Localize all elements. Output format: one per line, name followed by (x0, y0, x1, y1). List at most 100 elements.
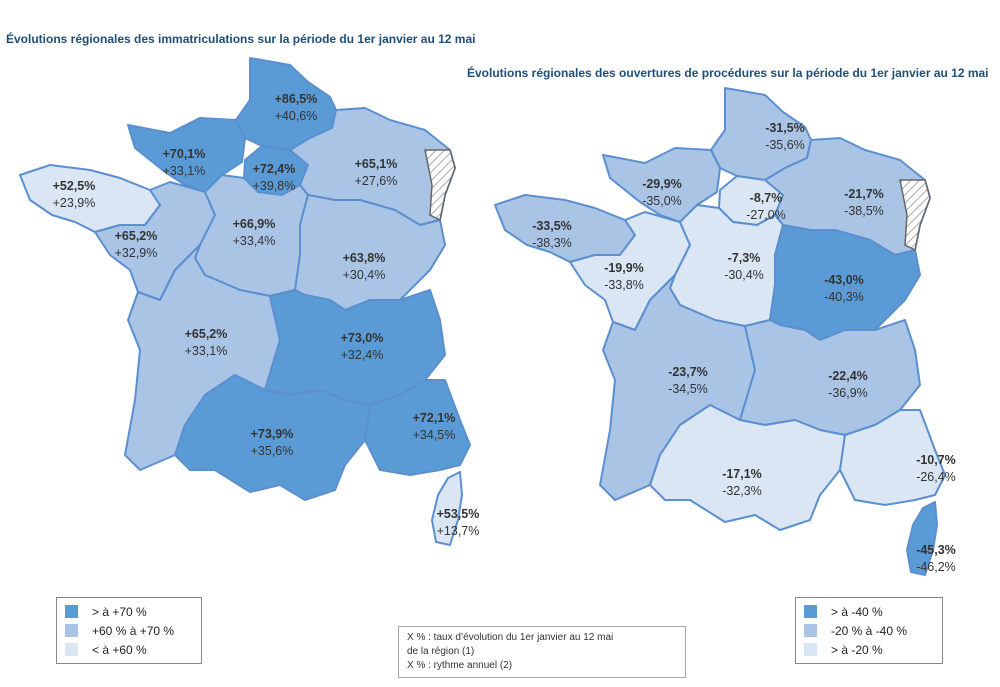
region-provence-alpes-c-te-d-azur (839, 409, 946, 506)
region-corse (431, 471, 463, 546)
region-annual-rate: -34,5% (668, 382, 708, 396)
region-value-label: +73,0% +32,4% (341, 331, 384, 362)
region-annual-rate: +33,1% (163, 164, 206, 178)
region-rate: -33,5% (532, 219, 572, 233)
note-line: X % : taux d’évolution du 1er janvier au… (407, 632, 614, 643)
region-value-label: -8,7% -27,0% (746, 191, 786, 222)
region-rate: +72,1% (413, 411, 456, 425)
region-value-label: -21,7% -38,5% (844, 187, 884, 218)
region-value-label: +52,5% +23,9% (53, 179, 96, 210)
region-annual-rate: +39,8% (253, 179, 296, 193)
legend-item: > à +70 % (65, 602, 193, 621)
region-rate: +73,9% (251, 427, 294, 441)
region-value-label: -45,3% -46,2% (916, 543, 956, 574)
region-rate: +53,5% (437, 507, 480, 521)
right-map-title: Évolutions régionales des ouvertures de … (467, 66, 989, 80)
region-value-label: +72,4% +39,8% (253, 162, 296, 193)
region-rate: -31,5% (765, 121, 805, 135)
legend-item: > à -40 % (804, 602, 934, 621)
note-line: X % : rythme annuel (2) (407, 660, 513, 671)
region-annual-rate: +33,4% (233, 234, 276, 248)
region-value-label: +65,2% +32,9% (115, 229, 158, 260)
left-map: +86,5% +40,6% +70,1% +33,1% +72,4% +39,8% +65,… (19, 57, 480, 546)
region-annual-rate: +35,6% (251, 444, 294, 458)
region-rate: +65,2% (115, 229, 158, 243)
region-annual-rate: -38,3% (532, 236, 572, 250)
region-annual-rate: -38,5% (844, 204, 884, 218)
right-map: -31,5% -35,6% -29,9% -35,0% -8,7% -27,0% -21,7… (494, 87, 956, 576)
region-rate: -43,0% (824, 273, 864, 287)
hatched-area (899, 179, 931, 252)
region-rate: +86,5% (275, 92, 318, 106)
region-annual-rate: -36,9% (828, 386, 868, 400)
region-value-label: -31,5% -35,6% (765, 121, 805, 152)
region-corse (906, 501, 938, 576)
region-value-label: -29,9% -35,0% (642, 177, 682, 208)
note-line: de la région (1) (407, 646, 475, 657)
legend-swatch (65, 624, 78, 637)
left-map-title: Évolutions régionales des immatriculatio… (6, 32, 476, 46)
legend-item: > à -20 % (804, 640, 934, 659)
region-annual-rate: -26,4% (916, 470, 956, 484)
region-rate: -17,1% (722, 467, 762, 481)
region-value-label: -19,9% -33,8% (604, 261, 644, 292)
legend-label: > à +70 % (92, 604, 147, 619)
region-value-label: +65,2% +33,1% (185, 327, 228, 358)
right-map-legend: > à -40 % -20 % à -40 % > à -20 % (795, 597, 943, 664)
region-value-label: -7,3% -30,4% (724, 251, 764, 282)
region-rate: +66,9% (233, 217, 276, 231)
region-value-label: -17,1% -32,3% (722, 467, 762, 498)
region-rate: -8,7% (750, 191, 783, 205)
region-value-label: +53,5% +13,7% (437, 507, 480, 538)
region-annual-rate: +13,7% (437, 524, 480, 538)
region-annual-rate: -46,2% (916, 560, 956, 574)
region-annual-rate: +40,6% (275, 109, 318, 123)
region-annual-rate: +33,1% (185, 344, 228, 358)
legend-label: +60 % à +70 % (92, 623, 175, 638)
region-rate: +63,8% (343, 251, 386, 265)
region-rate: -29,9% (642, 177, 682, 191)
region-annual-rate: -35,0% (642, 194, 682, 208)
region-value-label: +66,9% +33,4% (233, 217, 276, 248)
region-rate: +65,2% (185, 327, 228, 341)
left-map-legend: > à +70 % +60 % à +70 % < à +60 % (56, 597, 202, 664)
region-annual-rate: -33,8% (604, 278, 644, 292)
region-annual-rate: +32,4% (341, 348, 384, 362)
region-rate: -10,7% (916, 453, 956, 467)
region-annual-rate: -27,0% (746, 208, 786, 222)
region-value-label: +73,9% +35,6% (251, 427, 294, 458)
legend-label: -20 % à -40 % (831, 623, 908, 638)
legend-item: -20 % à -40 % (804, 621, 934, 640)
region-value-label: -10,7% -26,4% (916, 453, 956, 484)
region-annual-rate: +32,9% (115, 246, 158, 260)
region-rate: -21,7% (844, 187, 884, 201)
legend-swatch (804, 605, 817, 618)
legend-swatch (65, 605, 78, 618)
region-value-label: -22,4% -36,9% (828, 369, 868, 400)
region-value-label: -43,0% -40,3% (824, 273, 864, 304)
legend-swatch (65, 643, 78, 656)
region-value-label: +72,1% +34,5% (413, 411, 456, 442)
region-rate: +73,0% (341, 331, 384, 345)
region-provence-alpes-c-te-d-azur (364, 379, 471, 476)
region-value-label: -33,5% -38,3% (532, 219, 572, 250)
region-annual-rate: -35,6% (765, 138, 805, 152)
region-value-label: -23,7% -34,5% (668, 365, 708, 396)
region-value-label: +65,1% +27,6% (355, 157, 398, 188)
region-rate: +70,1% (163, 147, 206, 161)
region-value-label: +86,5% +40,6% (275, 92, 318, 123)
region-rate: -23,7% (668, 365, 708, 379)
legend-swatch (804, 624, 817, 637)
hatched-area (424, 149, 456, 222)
region-annual-rate: -30,4% (724, 268, 764, 282)
region-rate: -45,3% (916, 543, 956, 557)
region-annual-rate: -40,3% (824, 290, 864, 304)
region-annual-rate: +30,4% (343, 268, 386, 282)
region-annual-rate: +23,9% (53, 196, 96, 210)
region-rate: -19,9% (604, 261, 644, 275)
region-rate: -22,4% (828, 369, 868, 383)
legend-item: < à +60 % (65, 640, 193, 659)
legend-label: > à -40 % (831, 604, 883, 619)
legend-item: +60 % à +70 % (65, 621, 193, 640)
